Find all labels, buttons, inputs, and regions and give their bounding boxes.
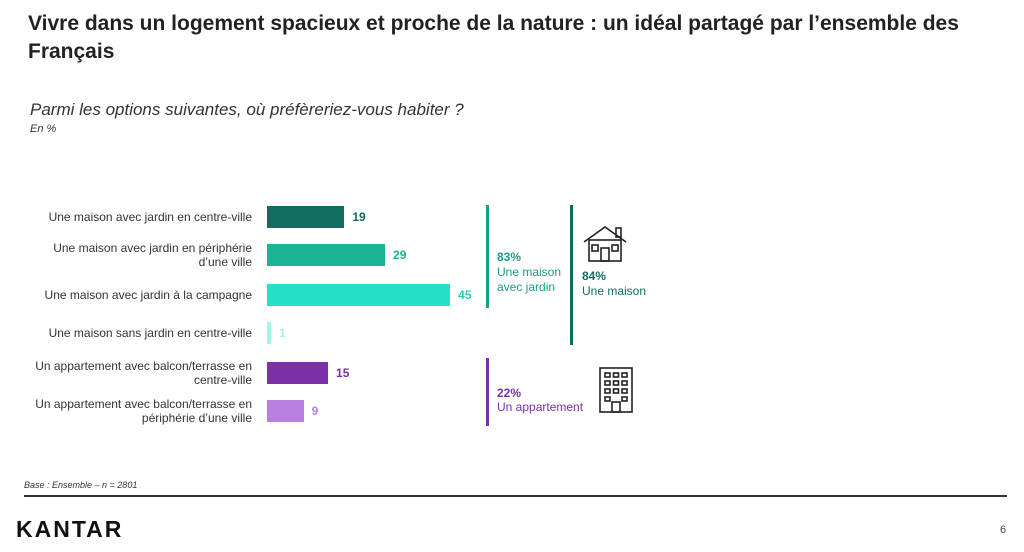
group-maison-jardin-label: Une maison avec jardin (497, 265, 562, 294)
page-title: Vivre dans un logement spacieux et proch… (28, 12, 959, 63)
bar (267, 206, 345, 228)
category-label-line: centre-ville (193, 373, 252, 387)
house-icon (583, 226, 627, 262)
apartment-building-icon (599, 367, 633, 413)
group-maison-label: Une maison (582, 284, 647, 298)
category-label: Une maison avec jardin à la campagne (0, 288, 252, 302)
page-number: 6 (1000, 524, 1007, 536)
value-label: 45 (458, 288, 472, 302)
category-label-line: Une maison avec jardin en centre-ville (48, 210, 252, 224)
value-label: 9 (311, 404, 319, 418)
bar (267, 400, 304, 422)
category-label-line: Une maison sans jardin en centre-ville (48, 326, 252, 340)
group-maison-jardin-pct: 83% (497, 250, 522, 264)
group-appartement-label: Un appartement (497, 400, 584, 414)
category-label-line: Une maison avec jardin en périphérie (53, 241, 252, 255)
bracket-maison (570, 205, 573, 345)
unit-label: En % (30, 123, 57, 135)
category-label: Une maison avec jardin en périphérie d’un… (0, 241, 252, 269)
category-label: Un appartement avec balcon/terrasse en pé… (0, 397, 252, 425)
value-label: 29 (393, 248, 407, 262)
value-label: 15 (336, 366, 350, 380)
bracket-appartement (486, 358, 489, 426)
category-label-line: d’une ville (198, 255, 252, 269)
group-appartement-pct: 22% (497, 386, 522, 400)
survey-question: Parmi les options suivantes, où préfèrer… (30, 100, 464, 119)
category-label-line: Un appartement avec balcon/terrasse en (35, 359, 252, 373)
category-label-line: Une maison avec jardin à la campagne (44, 288, 252, 302)
category-label: Une maison sans jardin en centre-ville (0, 326, 252, 340)
kantar-logo: KANTAR (16, 516, 124, 542)
bracket-maison-jardin (486, 205, 489, 308)
bar (267, 362, 329, 384)
category-label: Une maison avec jardin en centre-ville (0, 210, 252, 224)
category-label: Un appartement avec balcon/terrasse en ce… (0, 359, 252, 387)
category-label-line: Un appartement avec balcon/terrasse en (35, 397, 252, 411)
group-maison-pct: 84% (582, 269, 607, 283)
value-label: 1 (279, 326, 286, 340)
value-label: 19 (352, 210, 366, 224)
footer-divider (24, 495, 1007, 497)
base-note: Base : Ensemble – n = 2801 (24, 480, 138, 490)
bar (267, 284, 451, 306)
bar (267, 244, 386, 266)
category-label-line: périphérie d’une ville (141, 411, 252, 425)
bar (267, 322, 272, 344)
